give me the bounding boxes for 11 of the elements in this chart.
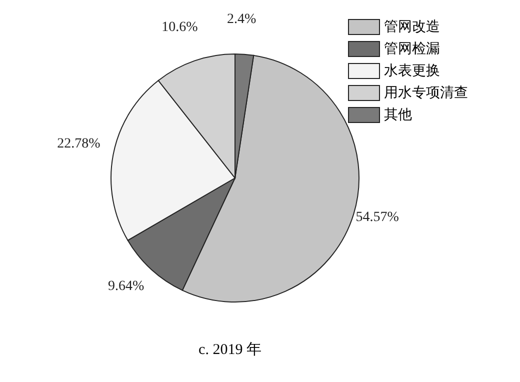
legend-label: 其他 [384,106,412,124]
legend-label: 水表更换 [384,62,440,80]
text: c. 2019 年 [198,341,262,359]
legend-label: 管网改造 [384,18,440,36]
data-label: 9.64% [108,279,144,294]
legend-label: 管网检漏 [384,40,440,58]
data-label: 2.4% [227,12,257,27]
data-label: 54.57% [356,210,400,226]
legend-label: 用水专项清查 [384,84,468,102]
data-label: 22.78% [57,136,101,152]
data-label: 10.6% [162,20,198,35]
